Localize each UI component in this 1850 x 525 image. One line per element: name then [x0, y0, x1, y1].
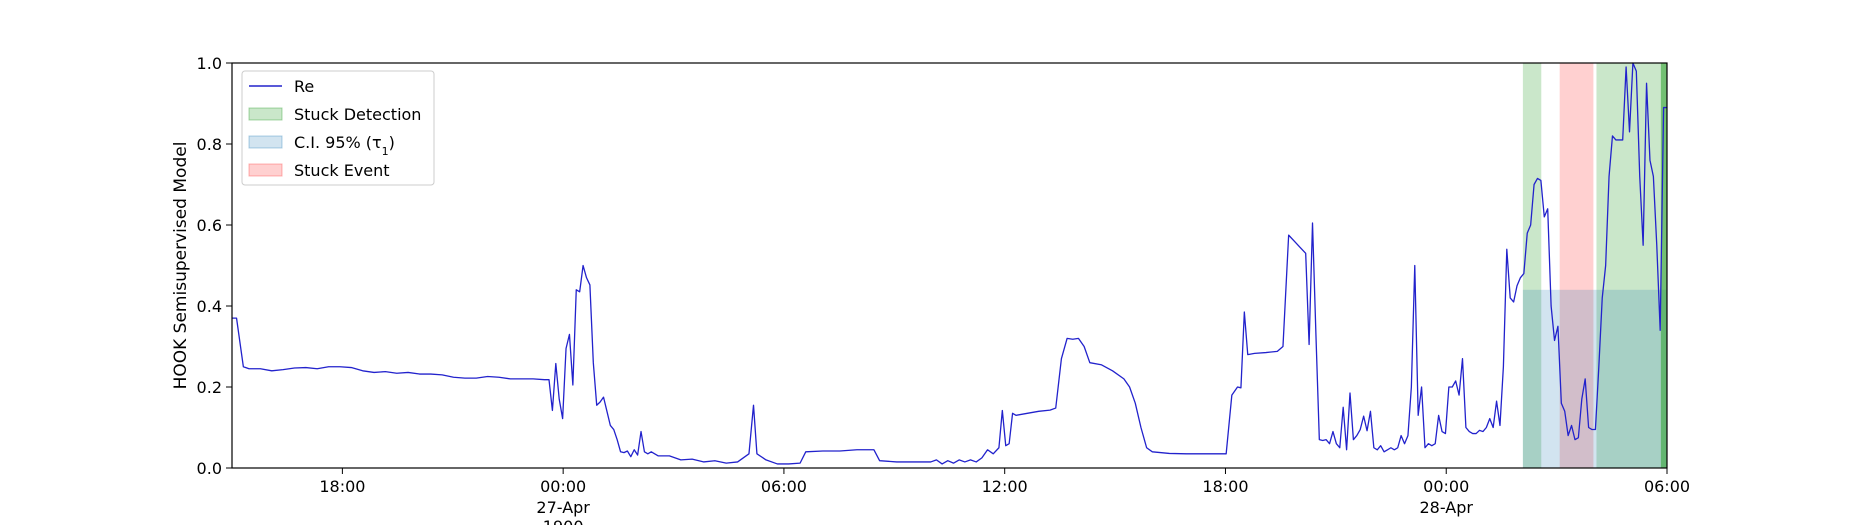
- plot-frame: [231, 62, 1668, 469]
- x-tick-label: 06:00: [761, 477, 807, 496]
- span-stuck-detection-0: [1522, 63, 1542, 468]
- legend-frame: [241, 70, 435, 186]
- span-stuck-detection-4: [1660, 63, 1667, 468]
- x-tick-label: 00:00: [540, 477, 586, 496]
- legend-swatch-patch: [248, 163, 283, 177]
- x-tick-label: 06:00: [1644, 477, 1690, 496]
- x-tick-label: 00:00: [1423, 477, 1469, 496]
- y-tick-label: 0.8: [197, 135, 222, 154]
- x-tick-label: 18:00: [1202, 477, 1248, 496]
- x-tick-sublabel: 27-Apr: [536, 498, 590, 517]
- y-tick-label: 1.0: [197, 54, 222, 73]
- x-tick-label: 12:00: [982, 477, 1028, 496]
- y-tick-label: 0.2: [197, 378, 222, 397]
- y-tick-label: 0.4: [197, 297, 222, 316]
- series-line-re: [232, 62, 1667, 465]
- y-tick-label: 0.0: [197, 459, 222, 478]
- legend-entry-label: Stuck Detection: [294, 105, 421, 124]
- span-layer: [1522, 63, 1667, 468]
- tick-layer: 0.0 0.2 0.4 0.6 0.8 1.0 18:00 00:00 27-Apr 06:00 1…: [197, 54, 1691, 517]
- span-stuck-event-1: [1559, 63, 1594, 468]
- legend-entry-label: Stuck Event: [294, 161, 390, 180]
- y-axis-label: HOOK Semisupervised Model: [171, 142, 191, 390]
- x-tick-label: 18:00: [319, 477, 365, 496]
- span-ci-95-3: [1522, 289, 1667, 468]
- x-axis-year-label: 1900: [543, 517, 584, 525]
- legend-entry-label: Re: [294, 77, 314, 96]
- y-tick-label: 0.6: [197, 216, 222, 235]
- legend-swatch-patch: [248, 135, 283, 149]
- series-layer: [232, 62, 1667, 465]
- span-stuck-detection-2: [1596, 63, 1667, 468]
- x-tick-sublabel: 28-Apr: [1419, 498, 1473, 517]
- legend-swatch-patch: [248, 107, 283, 121]
